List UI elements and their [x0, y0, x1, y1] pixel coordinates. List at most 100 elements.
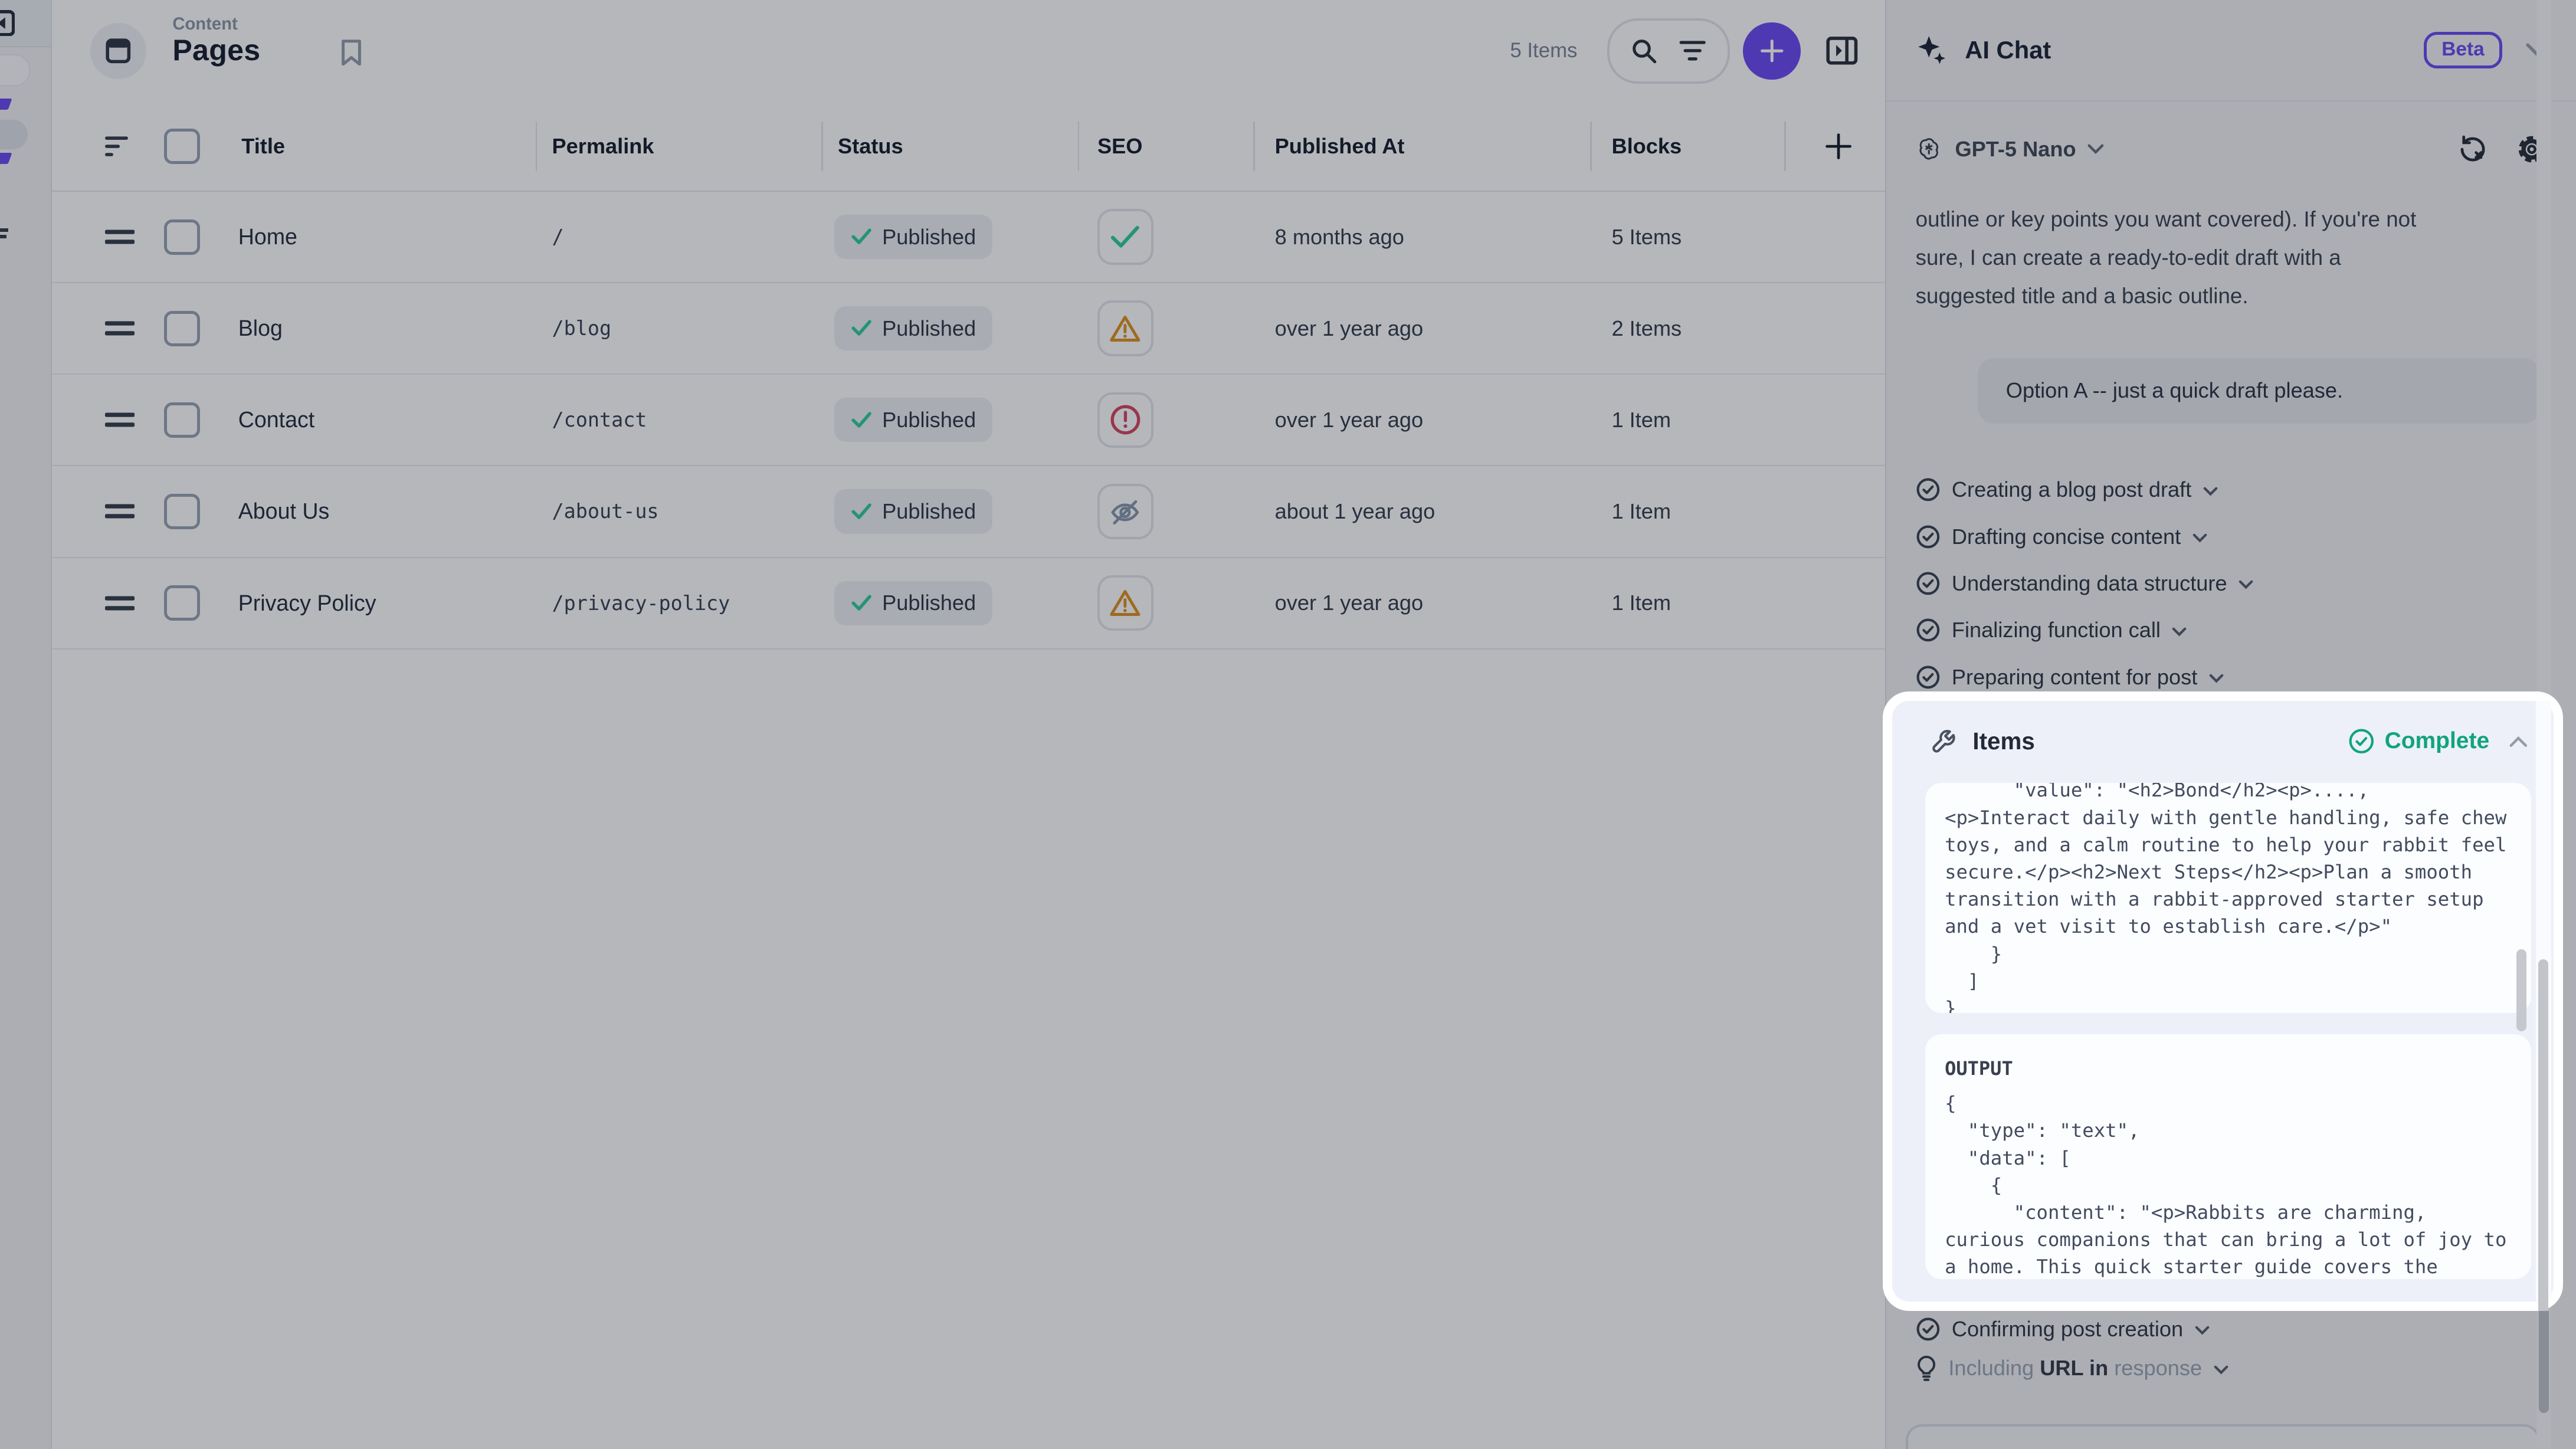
main-content: Content Pages 5 Items	[51, 0, 1886, 1449]
seo-cell	[1078, 300, 1254, 357]
tool-card-header[interactable]: Items Complete	[1892, 701, 2554, 755]
row-checkbox[interactable]	[164, 310, 200, 346]
column-header-title[interactable]: Title	[241, 133, 286, 158]
check-circle-icon	[1916, 477, 1941, 502]
add-page-button[interactable]	[1743, 22, 1801, 80]
seo-indicator[interactable]	[1097, 300, 1153, 357]
cell-title: Home	[238, 224, 297, 250]
check-circle-icon	[1916, 665, 1941, 690]
status-badge: Published	[834, 306, 992, 351]
tool-step[interactable]: Creating a blog post draft	[1886, 467, 2576, 513]
content-header: Content Pages 5 Items	[51, 0, 1886, 102]
filter-icon[interactable]	[1679, 38, 1706, 63]
tool-step[interactable]: Drafting concise content	[1886, 513, 2576, 560]
status-badge: Published	[834, 398, 992, 442]
table-row[interactable]: Privacy Policy /privacy-policy Published…	[51, 558, 1886, 650]
cell-title: Privacy Policy	[238, 590, 376, 615]
table-row[interactable]: Contact /contact Published over 1 year a…	[51, 375, 1886, 467]
bookmark-icon[interactable]	[340, 40, 363, 66]
sort-icon[interactable]	[105, 136, 164, 157]
panel-scrollbar-thumb[interactable]	[2538, 959, 2548, 1311]
tool-input-code[interactable]: "value": "<h2>Bond</h2><p>...., <p>Inter…	[1925, 783, 2532, 1014]
seo-indicator[interactable]	[1097, 209, 1153, 265]
tool-step[interactable]: Preparing content for post	[1886, 654, 2576, 700]
seo-indicator[interactable]	[1097, 575, 1153, 631]
check-circle-icon	[1916, 1317, 1941, 1342]
drag-handle-icon[interactable]	[105, 321, 164, 336]
seo-indicator[interactable]	[1097, 483, 1153, 540]
column-header-seo[interactable]: SEO	[1077, 118, 1254, 174]
status-badge: Published	[834, 489, 992, 534]
table-row[interactable]: Blog /blog Published over 1 year ago 2 I…	[51, 283, 1886, 375]
search-icon[interactable]	[1630, 37, 1658, 65]
ai-chat-header: AI Chat Beta	[1886, 0, 2576, 101]
status-badge: Published	[834, 214, 992, 260]
seo-cell	[1078, 483, 1254, 540]
column-header-blocks[interactable]: Blocks	[1590, 118, 1784, 174]
drag-handle-icon[interactable]	[105, 596, 164, 611]
column-header-status[interactable]: Status	[821, 118, 1077, 174]
sidebar-text-fragment	[0, 228, 8, 232]
code-scrollbar-thumb[interactable]	[2516, 949, 2526, 1031]
column-header-published[interactable]: Published At	[1253, 118, 1590, 174]
select-all-checkbox[interactable]	[164, 128, 200, 164]
row-checkbox[interactable]	[164, 402, 200, 438]
cell-permalink: /blog	[552, 317, 612, 340]
tool-steps: Creating a blog post draft Drafting conci…	[1886, 467, 2576, 701]
seo-check-icon	[1109, 224, 1142, 250]
table-row[interactable]: About Us /about-us Published about 1 yea…	[51, 466, 1886, 558]
table-body: Home / Published 8 months ago 5 Items Bl…	[51, 192, 1886, 650]
table-row[interactable]: Home / Published 8 months ago 5 Items	[51, 192, 1886, 284]
check-circle-icon	[1916, 618, 1941, 642]
history-icon[interactable]	[2458, 135, 2487, 164]
tool-output-code[interactable]: OUTPUT { "type": "text", "data": [ { "co…	[1925, 1034, 2532, 1280]
status-badge: Published	[834, 581, 992, 625]
drag-handle-icon[interactable]	[105, 412, 164, 427]
cell-permalink: /privacy-policy	[552, 591, 730, 615]
panel-scrollbar-thumb[interactable]	[2539, 1310, 2549, 1413]
chevron-down-icon	[2172, 627, 2187, 637]
check-icon	[851, 594, 872, 612]
cell-published-at: about 1 year ago	[1274, 499, 1436, 523]
chevron-down-icon	[2203, 487, 2218, 497]
seo-indicator[interactable]	[1097, 392, 1153, 448]
cell-blocks: 1 Item	[1611, 591, 1671, 615]
lightbulb-icon	[1916, 1355, 1937, 1382]
model-name: GPT-5 Nano	[1955, 136, 2076, 161]
pages-collection-icon[interactable]	[90, 22, 146, 79]
panel-title: AI Chat	[1965, 35, 2051, 64]
tool-step[interactable]: Finalizing function call	[1886, 607, 2576, 654]
seo-warning-icon	[1109, 588, 1142, 618]
chevron-down-icon	[2192, 533, 2207, 543]
chevron-up-icon[interactable]	[2509, 736, 2528, 747]
seo-error-icon	[1110, 404, 1141, 435]
cell-published-at: over 1 year ago	[1274, 316, 1424, 340]
step-label: Drafting concise content	[1951, 524, 2181, 549]
row-checkbox[interactable]	[164, 585, 200, 621]
cell-blocks: 1 Item	[1611, 407, 1671, 432]
chat-input[interactable]	[1905, 1424, 2540, 1449]
add-column-icon[interactable]	[1784, 118, 1886, 174]
tool-step[interactable]: Understanding data structure	[1886, 560, 2576, 607]
sidebar-item[interactable]	[0, 120, 28, 150]
sidebar-item[interactable]	[0, 54, 31, 86]
cell-blocks: 5 Items	[1611, 224, 1682, 249]
seo-cell	[1078, 575, 1254, 631]
chevron-down-icon	[2239, 580, 2253, 590]
tool-step-including-url[interactable]: Including URL in response	[1886, 1349, 2576, 1388]
row-checkbox[interactable]	[164, 493, 200, 530]
cell-blocks: 2 Items	[1611, 316, 1682, 340]
check-icon	[851, 228, 872, 246]
column-header-permalink[interactable]: Permalink	[535, 118, 821, 174]
check-icon	[851, 411, 872, 430]
toggle-right-panel-icon[interactable]	[1826, 34, 1859, 67]
drag-handle-icon[interactable]	[105, 230, 164, 244]
collapse-sidebar-icon[interactable]	[0, 9, 15, 37]
status-badge-wrap: Published	[821, 489, 1077, 534]
tool-step-confirming[interactable]: Confirming post creation	[1886, 1309, 2576, 1349]
beta-badge: Beta	[2424, 31, 2502, 68]
row-checkbox[interactable]	[164, 219, 200, 255]
wrench-icon	[1932, 729, 1956, 753]
cell-published-at: 8 months ago	[1274, 224, 1404, 249]
drag-handle-icon[interactable]	[105, 504, 164, 519]
